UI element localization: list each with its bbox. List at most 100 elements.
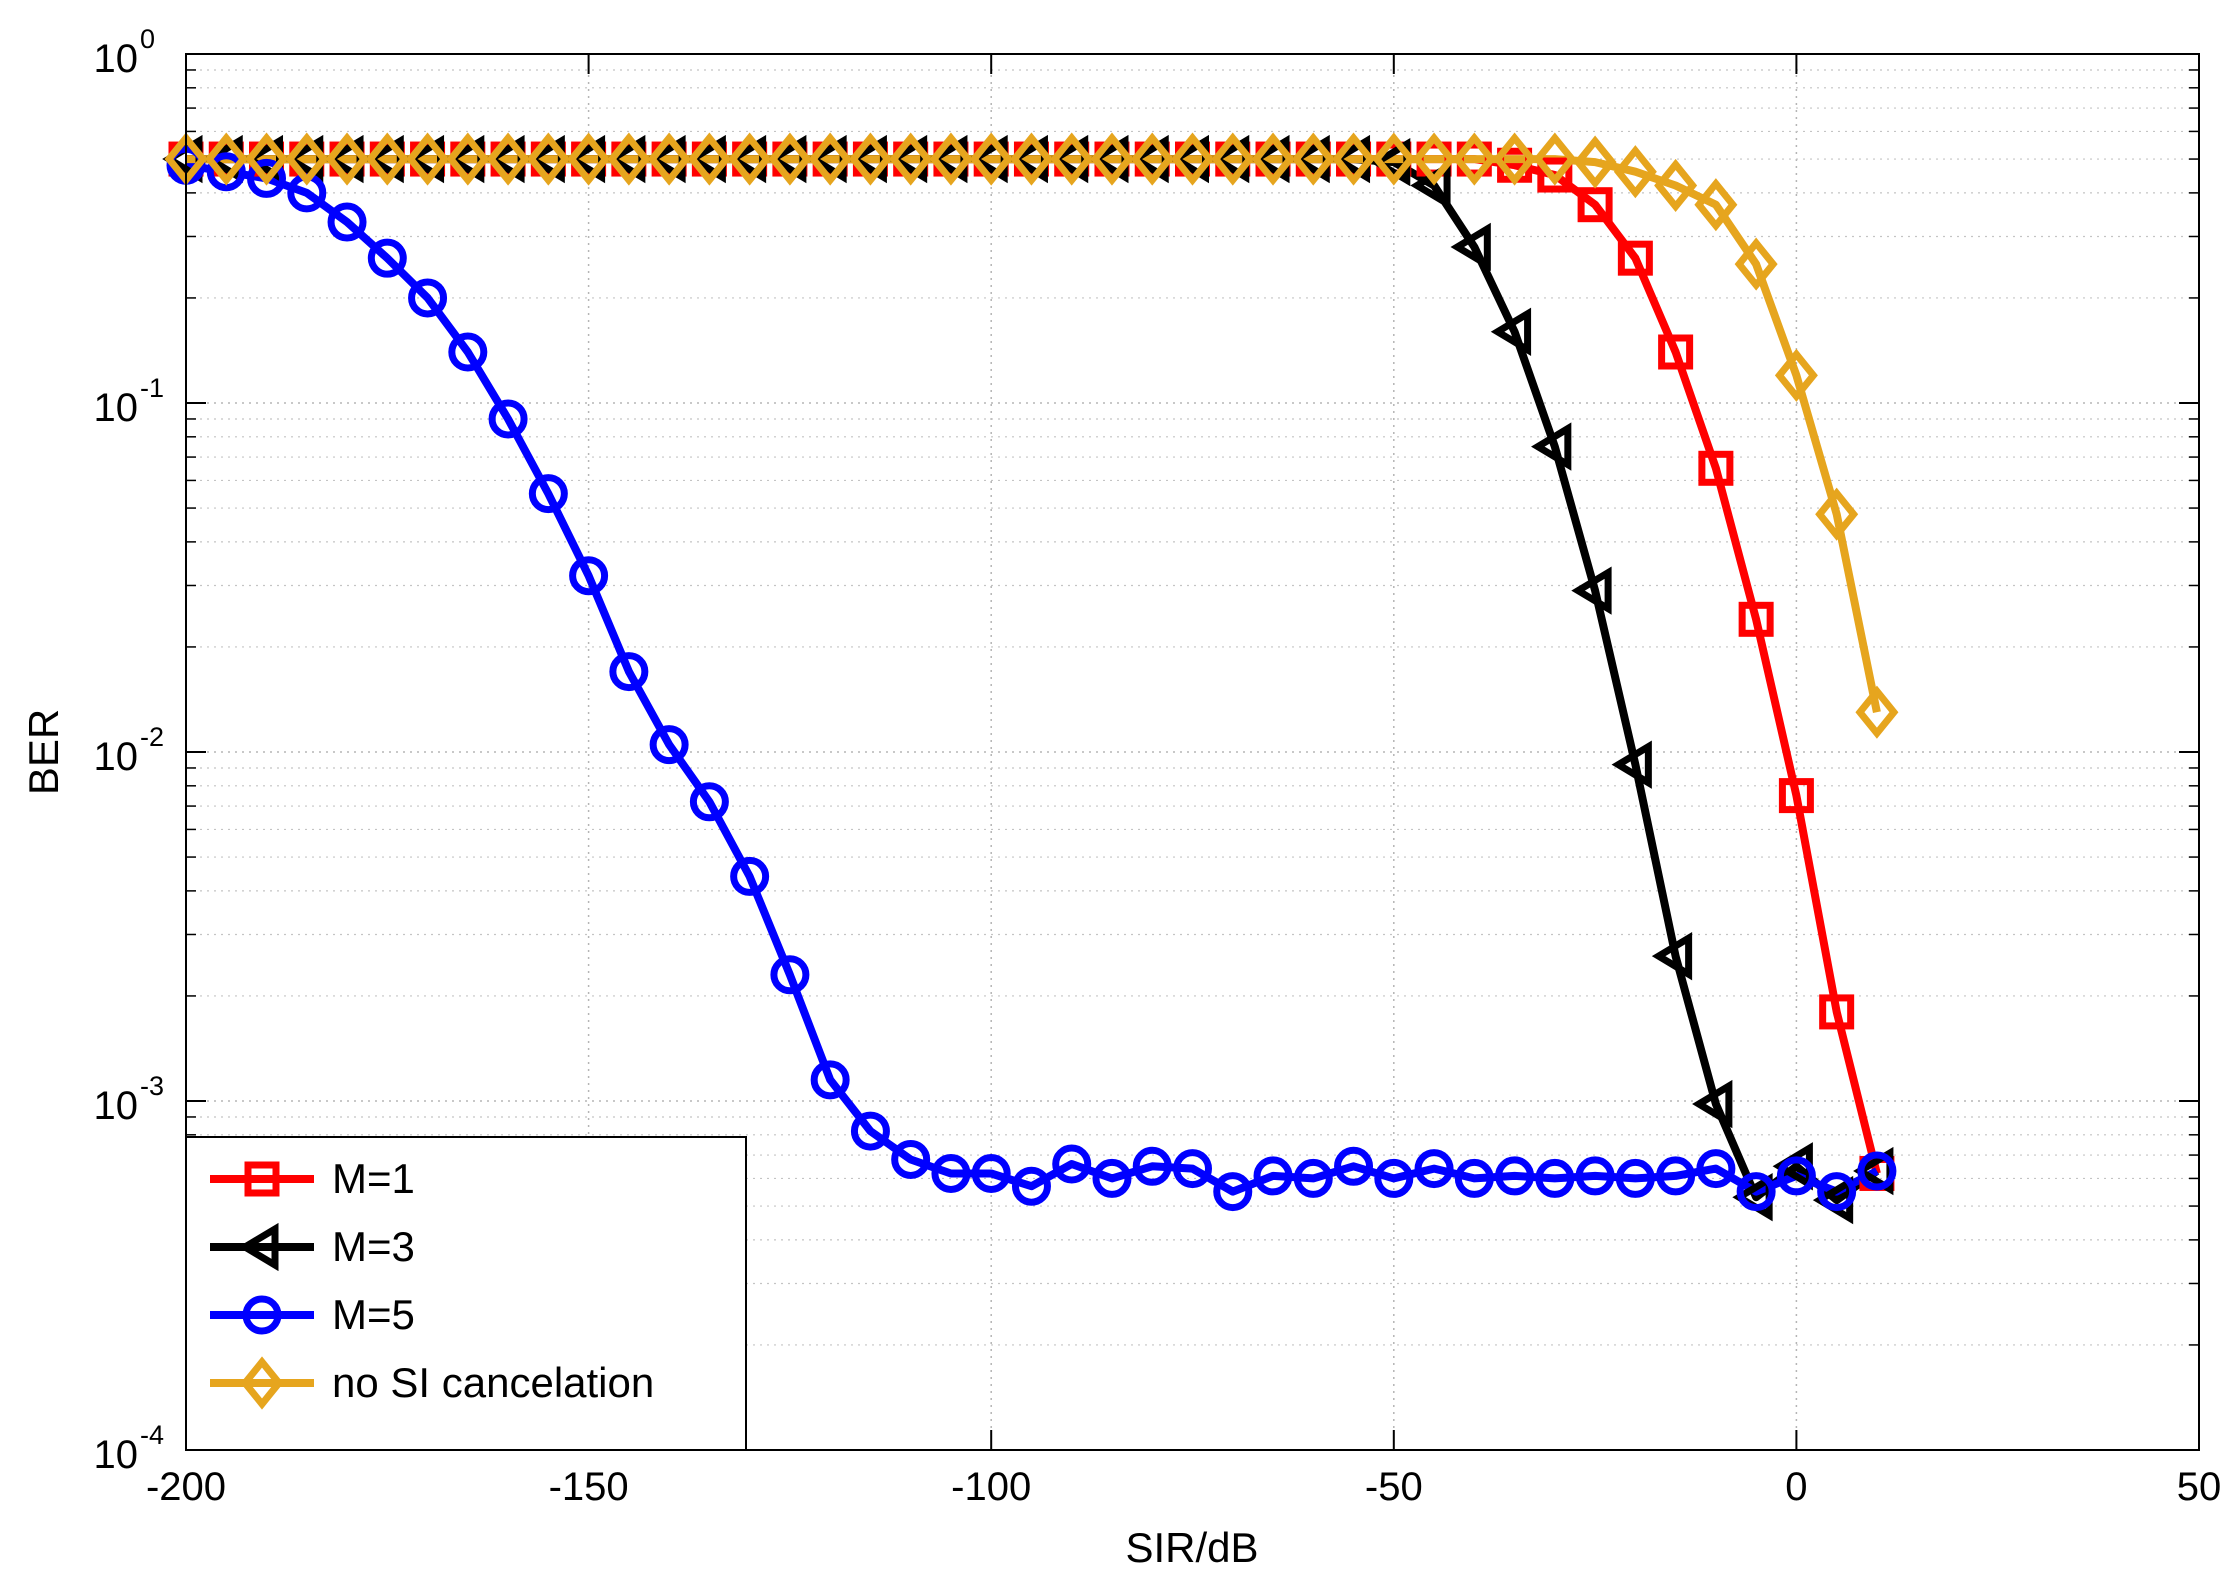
data-point-no-si-cancelation (728, 132, 772, 186)
y-tick-label: 10 0 (94, 24, 156, 81)
x-axis-label: SIR/dB (1125, 1524, 1258, 1571)
data-point-no-si-cancelation (1412, 132, 1456, 186)
data-point-no-si-cancelation (1130, 132, 1174, 186)
data-point-m-5 (1052, 1144, 1092, 1184)
legend-item-m-5: M=5 (210, 1291, 415, 1338)
data-point-no-si-cancelation (1170, 132, 1215, 186)
series-line-m-5 (185, 161, 1879, 1196)
x-tick-label: -50 (1365, 1465, 1423, 1509)
data-point-no-si-cancelation (687, 132, 731, 186)
x-tick-label: -150 (549, 1465, 629, 1509)
data-point-no-si-cancelation (889, 132, 933, 186)
data-point-no-si-cancelation (1855, 685, 1899, 739)
x-tick-label: -200 (146, 1465, 226, 1509)
data-point-m-5 (1132, 1146, 1172, 1186)
data-point-m-1 (1819, 994, 1855, 1030)
data-point-no-si-cancelation (1734, 237, 1778, 291)
y-tick-base: 10 (94, 1084, 139, 1128)
data-point-m-5 (408, 278, 448, 318)
data-point-m-3 (1490, 307, 1532, 356)
data-point-no-si-cancelation (1533, 132, 1577, 186)
data-point-m-5 (1495, 1156, 1535, 1196)
data-point-m-5 (488, 399, 528, 439)
data-point-m-5 (1575, 1156, 1615, 1196)
data-point-no-si-cancelation (1009, 132, 1053, 186)
data-point-no-si-cancelation (808, 132, 852, 186)
data-point-no-si-cancelation (969, 132, 1013, 186)
data-point-m-5 (971, 1153, 1011, 1193)
data-point-m-1 (1658, 334, 1694, 370)
data-point-no-si-cancelation (1050, 132, 1094, 186)
y-tick-base: 10 (94, 1433, 139, 1477)
data-point-m-1 (1577, 187, 1613, 223)
data-point-m-5 (689, 782, 729, 822)
data-point-m-5 (247, 158, 287, 198)
data-point-m-5 (1173, 1149, 1212, 1189)
legend-swatch-marker (242, 1295, 282, 1335)
y-tick-label: 10 -1 (94, 373, 165, 430)
legend-label: M=5 (332, 1291, 415, 1338)
y-axis-label: BER (20, 709, 67, 795)
data-point-no-si-cancelation (204, 132, 248, 186)
data-point-no-si-cancelation (1573, 135, 1617, 189)
legend: M=1 M=3 M=5 no SI cancelation (185, 1136, 747, 1451)
data-point-m-5 (1656, 1156, 1696, 1196)
x-tick-label: -100 (951, 1465, 1031, 1509)
data-point-m-5 (1817, 1172, 1857, 1212)
data-point-m-5 (810, 1060, 850, 1100)
data-point-m-5 (1334, 1146, 1374, 1186)
data-point-m-5 (1615, 1158, 1655, 1198)
data-point-no-si-cancelation (406, 132, 450, 186)
x-tick-label: 50 (2177, 1465, 2222, 1509)
data-point-m-5 (891, 1139, 931, 1179)
data-point-m-5 (1454, 1158, 1494, 1198)
data-point-no-si-cancelation (1815, 487, 1859, 541)
data-point-no-si-cancelation (1654, 158, 1698, 213)
y-tick-base: 10 (94, 735, 139, 779)
data-point-m-5 (1253, 1156, 1293, 1196)
legend-swatch-marker (244, 1161, 280, 1197)
x-tick-label: 0 (1785, 1465, 1807, 1509)
data-point-m-5 (609, 652, 649, 692)
data-point-m-5 (931, 1153, 971, 1193)
data-point-m-5 (1857, 1151, 1897, 1191)
data-point-m-1 (1698, 450, 1734, 486)
data-point-no-si-cancelation (929, 132, 973, 186)
data-point-no-si-cancelation (1090, 132, 1134, 186)
y-tick-base: 10 (94, 386, 139, 430)
data-point-m-5 (569, 556, 609, 596)
data-point-m-5 (528, 474, 568, 514)
data-point-no-si-cancelation (325, 132, 369, 186)
y-tick-label: 10 -2 (94, 722, 165, 779)
data-point-m-5 (206, 152, 246, 192)
y-tick-exponent: -4 (140, 1420, 164, 1450)
y-tick-label: 10 -3 (94, 1071, 165, 1128)
data-point-m-5 (1213, 1172, 1253, 1212)
data-point-no-si-cancelation (1493, 132, 1537, 186)
data-point-no-si-cancelation (1251, 132, 1295, 186)
y-tick-exponent: -3 (140, 1071, 164, 1101)
data-point-m-5 (1092, 1158, 1132, 1198)
data-point-no-si-cancelation (848, 132, 892, 186)
data-point-no-si-cancelation (607, 132, 651, 186)
legend-item-m-3: M=3 (210, 1222, 415, 1272)
data-point-m-5 (1414, 1149, 1454, 1189)
data-point-no-si-cancelation (446, 132, 490, 186)
legend-item-m-1: M=1 (210, 1155, 415, 1202)
data-point-m-5 (649, 725, 689, 765)
data-point-no-si-cancelation (245, 132, 289, 186)
legend-label: no SI cancelation (332, 1359, 654, 1406)
data-point-m-1 (1537, 157, 1573, 193)
data-point-m-1 (1778, 778, 1814, 814)
data-point-m-3 (1651, 931, 1693, 981)
data-point-m-1 (1738, 601, 1774, 637)
data-point-m-5 (327, 202, 367, 242)
data-point-m-3 (1611, 740, 1652, 789)
data-point-no-si-cancelation (365, 132, 409, 186)
data-point-m-5 (730, 856, 770, 896)
data-point-m-5 (1374, 1158, 1414, 1198)
data-point-m-3 (1571, 566, 1612, 615)
data-point-no-si-cancelation (647, 132, 691, 186)
